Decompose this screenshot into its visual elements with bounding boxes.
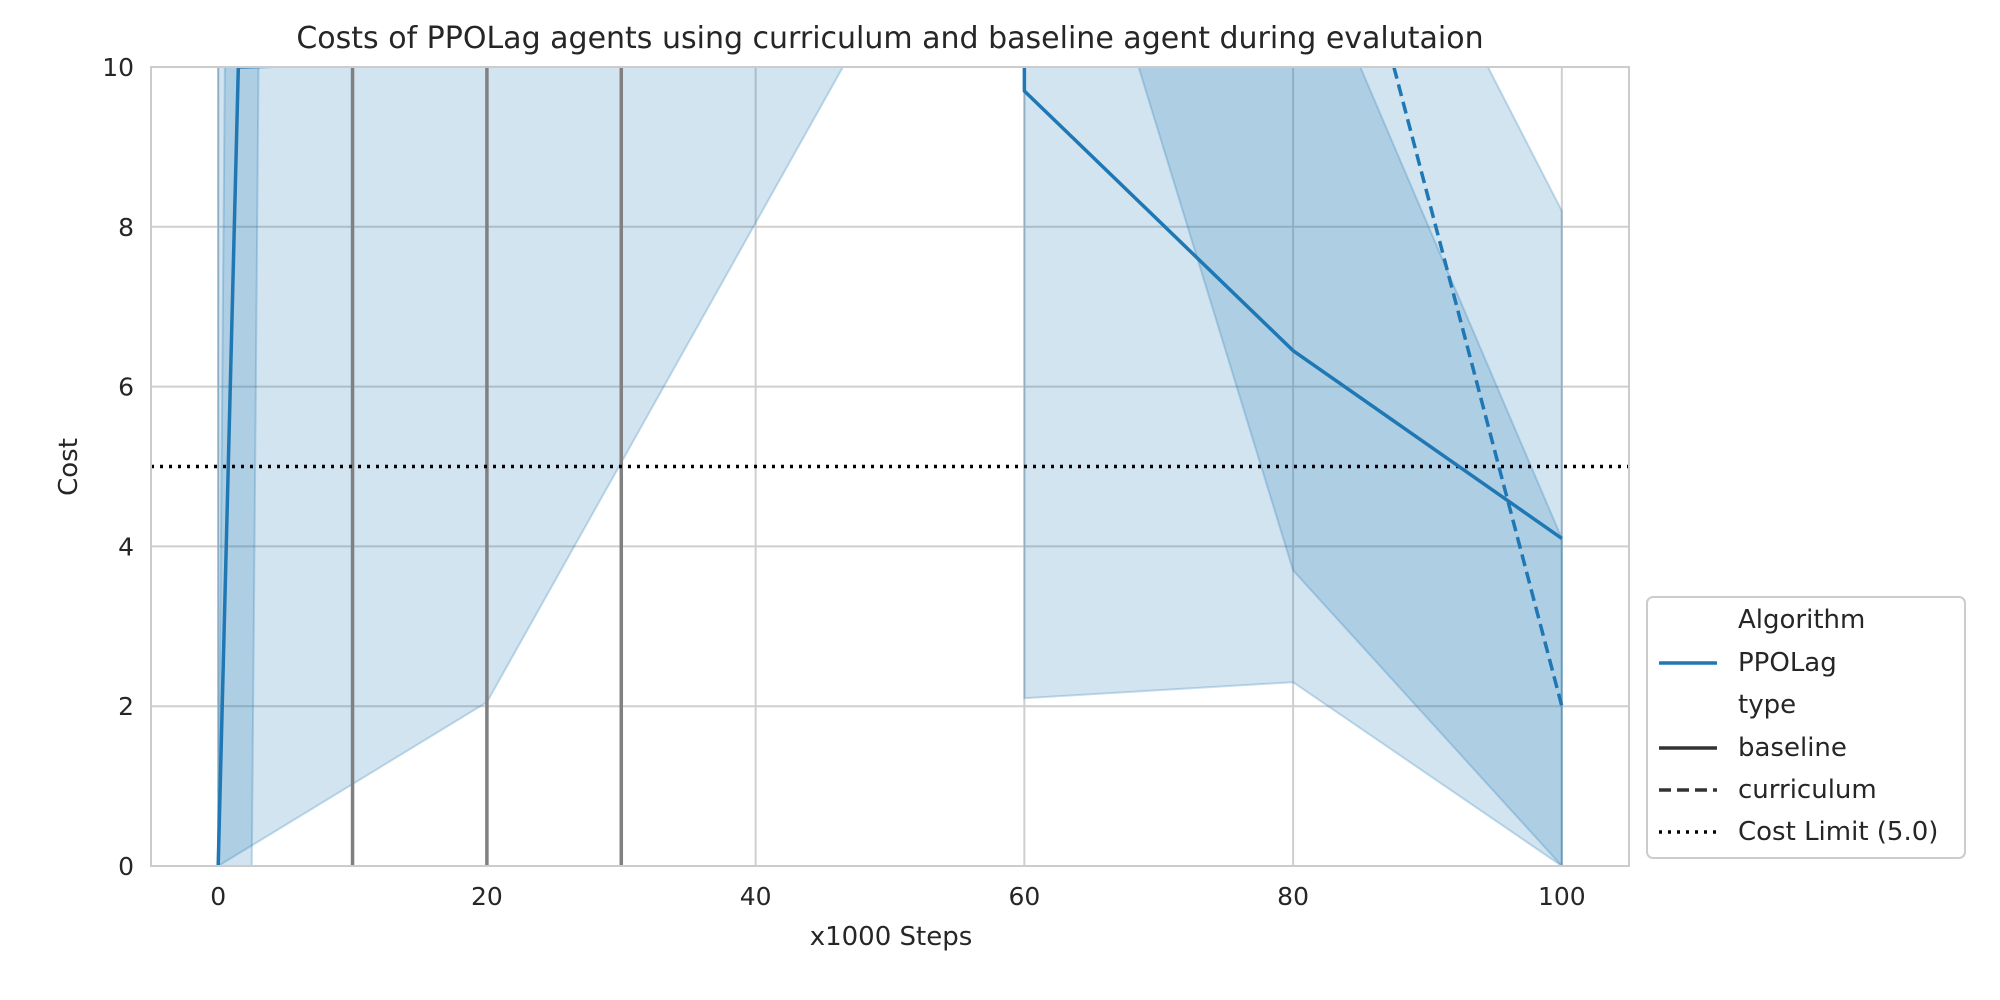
series-line-curriculum	[1392, 67, 1564, 707]
chart-title: Costs of PPOLag agents using curriculum …	[296, 21, 1483, 56]
legend-header-algorithm: Algorithm	[1738, 605, 1865, 635]
x-tick-label: 40	[740, 882, 772, 911]
x-axis-label: x1000 Steps	[810, 922, 973, 952]
legend: Algorithm PPOLag type baseline curriculu…	[1646, 596, 1966, 859]
band-baseline	[217, 67, 260, 866]
plot-frame	[150, 66, 1630, 867]
y-tick-label: 4	[118, 532, 134, 561]
y-tick-label: 2	[118, 692, 134, 721]
legend-box	[1646, 596, 1966, 859]
y-tick-label: 6	[118, 373, 134, 402]
x-tick-label: 60	[1008, 882, 1040, 911]
legend-entry-baseline: baseline	[1738, 733, 1847, 763]
x-tick-labels: 0 20 40 60 80 100	[210, 882, 1585, 911]
legend-entry-cost-limit: Cost Limit (5.0)	[1738, 817, 1938, 847]
y-tick-label: 8	[118, 213, 134, 242]
band-baseline	[997, 67, 1563, 866]
x-tick-label: 0	[210, 882, 226, 911]
legend-entry-ppolag: PPOLag	[1738, 648, 1837, 678]
x-tick-label: 100	[1538, 882, 1586, 911]
y-tick-label: 10	[102, 53, 134, 82]
x-tick-label: 20	[471, 882, 503, 911]
y-tick-label: 0	[118, 852, 134, 881]
series-lines	[216, 67, 1564, 866]
y-tick-labels: 0 2 4 6 8 10	[102, 53, 134, 881]
x-tick-label: 80	[1277, 882, 1309, 911]
series-line-baseline	[216, 67, 1563, 866]
legend-header-type: type	[1738, 690, 1796, 720]
y-axis-label: Cost	[54, 438, 84, 496]
legend-entry-curriculum: curriculum	[1738, 775, 1877, 805]
